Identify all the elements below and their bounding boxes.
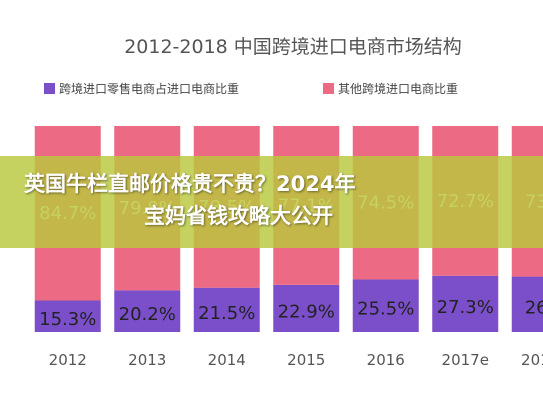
bar-retail-2017e [432,275,499,332]
data-label-retail-2016: 25.5% [357,299,414,320]
legend-label-other: 其他跨境进口电商比重 [338,81,458,96]
bar-retail-2015 [273,284,340,332]
banner-headline: 英国牛栏直邮价格贵不贵？2024年 宝妈省钱攻略大公开 [24,168,524,232]
bar-retail-2016 [352,279,419,332]
data-label-retail-2015: 22.9% [278,301,335,322]
x-axis-labels: 2012 2013 2014 2015 2016 2017e 2018e [49,351,543,369]
bar-retail-2013 [114,290,181,332]
bar-retail-2014 [193,287,260,332]
legend-label-retail: 跨境进口零售电商占进口电商比重 [59,81,239,96]
banner-line-1: 英国牛栏直邮价格贵不贵？2024年 [24,172,356,196]
data-label-retail-2018e: 26.9 [525,297,543,318]
x-tick-label-2018e: 2018e [521,351,543,369]
x-tick-label-2013: 2013 [128,351,166,369]
legend-swatch-retail [44,83,55,94]
bar-retail-2018e [511,276,543,332]
banner-line-2: 宝妈省钱攻略大公开 [144,204,333,228]
data-label-retail-2013: 20.2% [119,304,176,325]
chart-title: 2012-2018 中国跨境进口电商市场结构 [124,36,462,58]
data-label-retail-2012: 15.3% [39,309,96,330]
bar-retail-2012 [34,300,101,332]
data-label-retail-2014: 21.5% [198,303,255,324]
x-tick-label-2014: 2014 [208,351,246,369]
x-tick-label-2012: 2012 [49,351,87,369]
legend-swatch-other [323,83,334,94]
x-tick-label-2016: 2016 [367,351,405,369]
title-banner [0,156,543,248]
x-tick-label-2015: 2015 [287,351,325,369]
data-label-retail-2017e: 27.3% [437,297,494,318]
x-tick-label-2017e: 2017e [442,351,489,369]
